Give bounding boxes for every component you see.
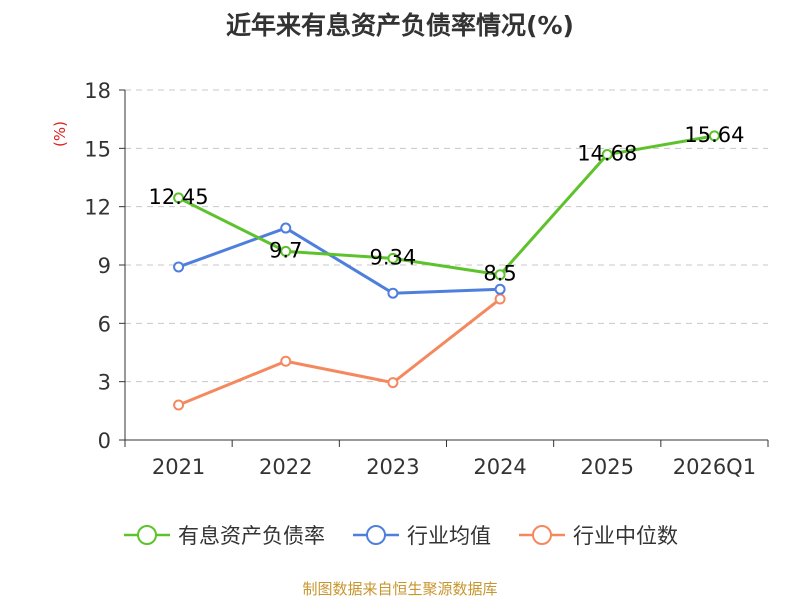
data-label: 15.64 (684, 123, 744, 147)
data-point (173, 192, 185, 204)
data-label: 9.7 (269, 238, 302, 262)
legend: 有息资产负债率 行业均值 行业中位数 (0, 520, 800, 550)
series-line (178, 297, 502, 407)
legend-label: 行业中位数 (573, 524, 678, 548)
y-tick-label: 18 (84, 79, 111, 103)
data-point (173, 261, 185, 273)
data-point (601, 149, 613, 161)
data-point (708, 130, 720, 142)
data-point (280, 355, 292, 367)
data-point (387, 377, 399, 389)
data-point (494, 283, 506, 295)
series-line (178, 226, 501, 295)
source-note: 制图数据来自恒生聚源数据库 (302, 580, 498, 598)
x-tick-label: 2024 (473, 455, 526, 479)
legend-item-industry-median[interactable]: 行业中位数 (517, 520, 678, 550)
y-tick-label: 3 (98, 371, 111, 395)
y-tick-label: 0 (98, 429, 111, 453)
chart-title: 近年来有息资产负债率情况(%) (226, 11, 574, 40)
legend-label: 行业均值 (407, 524, 491, 548)
data-point (280, 222, 292, 234)
data-label: 9.34 (370, 245, 417, 269)
y-tick-label: 6 (98, 312, 111, 336)
data-label: 8.5 (483, 262, 516, 286)
data-label: 12.45 (149, 185, 209, 209)
data-label: 14.68 (577, 142, 637, 166)
data-point (280, 245, 292, 257)
x-tick-label: 2021 (152, 455, 205, 479)
data-point (387, 252, 399, 264)
x-tick-label: 2022 (259, 455, 312, 479)
legend-label: 有息资产负债率 (178, 524, 325, 548)
data-point (494, 293, 506, 305)
x-tick-label: 2025 (581, 455, 634, 479)
y-tick-label: 9 (98, 254, 111, 278)
data-point (387, 287, 399, 299)
data-point (173, 399, 185, 411)
x-tick-label: 2023 (366, 455, 419, 479)
legend-item-industry-mean[interactable]: 行业均值 (351, 520, 491, 550)
line-chart: 0 3 6 9 12 15 18 2021 2022 2023 2024 2025 2026Q1 12.4… (84, 79, 769, 479)
y-tick-label: 12 (84, 196, 111, 220)
x-tick-label: 2026Q1 (673, 455, 756, 479)
y-tick-label: 15 (84, 137, 111, 161)
data-point (494, 269, 506, 281)
legend-item-debt-ratio[interactable]: 有息资产负债率 (122, 520, 325, 550)
series-line (177, 134, 715, 277)
